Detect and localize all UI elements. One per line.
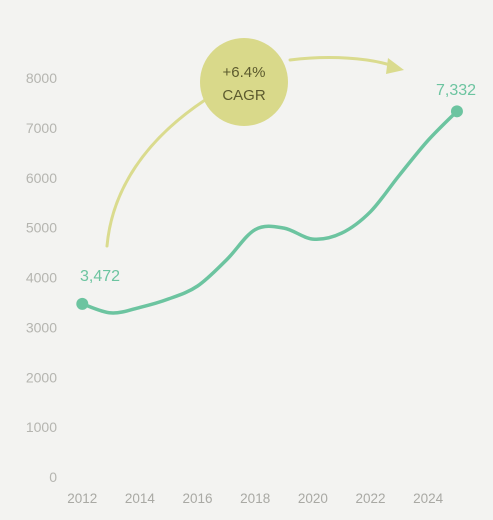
x-axis-ticks: 2012 2014 2016 2018 2020 2022 2024 — [67, 491, 443, 506]
y-tick-label: 5000 — [26, 220, 57, 236]
y-tick-label: 1000 — [26, 419, 57, 435]
y-tick-label: 3000 — [26, 319, 57, 335]
x-tick-label: 2020 — [298, 491, 328, 506]
x-tick-label: 2018 — [240, 491, 270, 506]
cagr-arrowhead — [386, 58, 404, 74]
start-value-label: 3,472 — [80, 268, 120, 285]
cagr-label: CAGR — [222, 87, 266, 104]
y-tick-label: 6000 — [26, 170, 57, 186]
cagr-arrow — [105, 56, 395, 248]
cagr-value: +6.4% — [223, 64, 266, 81]
end-value-label: 7,332 — [436, 82, 476, 99]
x-tick-label: 2012 — [67, 491, 97, 506]
series-line — [80, 109, 459, 315]
end-point — [450, 105, 463, 118]
x-tick-label: 2022 — [355, 491, 385, 506]
y-tick-label: 0 — [49, 469, 57, 485]
x-tick-label: 2024 — [413, 491, 444, 506]
y-axis-ticks: 0 1000 2000 3000 4000 5000 6000 7000 8000 — [26, 70, 57, 485]
y-tick-label: 2000 — [26, 369, 57, 385]
y-tick-label: 4000 — [26, 270, 57, 286]
y-tick-label: 7000 — [26, 120, 57, 136]
cagr-badge — [200, 38, 288, 126]
x-tick-label: 2014 — [125, 491, 156, 506]
y-tick-label: 8000 — [26, 70, 57, 86]
start-point — [76, 297, 89, 310]
x-tick-label: 2016 — [183, 491, 213, 506]
